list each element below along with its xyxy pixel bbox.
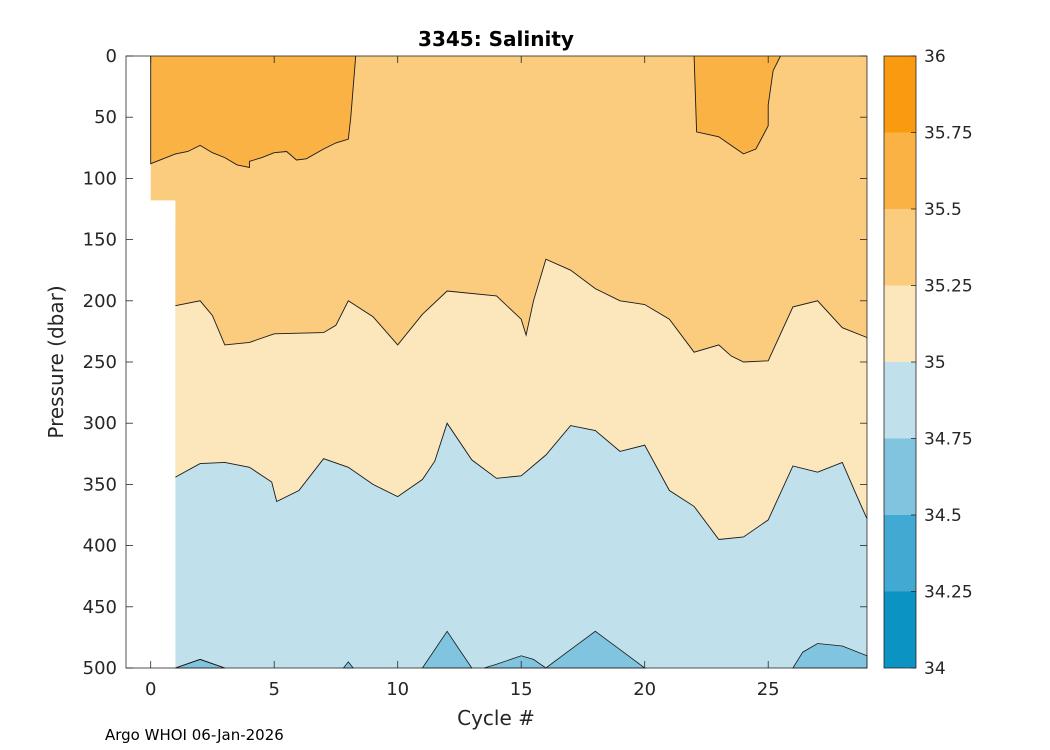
colorbar-tick-label: 34 (924, 659, 946, 679)
y-tick-label: 450 (83, 597, 117, 618)
colorbar-tick-label: 36 (924, 47, 946, 67)
contour-lines (150, 55, 868, 669)
contour-35-0-line (175, 422, 868, 540)
x-tick-label: 20 (633, 679, 656, 700)
x-axis: 0 5 10 15 20 25 (145, 56, 780, 700)
y-tick-label: 500 (83, 658, 117, 679)
y-axis-label: Pressure (dbar) (44, 285, 68, 438)
y-tick-label: 350 (83, 474, 117, 495)
x-tick-label: 5 (268, 679, 279, 700)
colorbar-segment (884, 515, 916, 592)
y-axis: 0 50 100 150 200 250 300 350 400 450 500 (83, 46, 867, 679)
y-tick-label: 400 (83, 536, 117, 557)
x-tick-label: 0 (145, 679, 156, 700)
x-tick-label: 10 (386, 679, 409, 700)
band-35-5-35-75-patch-1 (150, 56, 356, 168)
colorbar-tick-label: 34.5 (924, 506, 962, 526)
colorbar-tick-label: 35.75 (924, 124, 973, 144)
contour-bands (150, 56, 868, 669)
colorbar-tick-label: 34.25 (924, 583, 973, 603)
y-tick-label: 0 (106, 46, 117, 67)
colorbar-segment (884, 438, 916, 515)
y-tick-label: 150 (83, 230, 117, 251)
colorbar-segment (884, 591, 916, 668)
x-axis-label: Cycle # (457, 706, 535, 730)
band-35-35-25 (175, 259, 867, 540)
colorbar-tick-label: 35 (924, 353, 946, 373)
band-35-5-35-75-patch-2 (694, 56, 781, 154)
contour-35-25-line (175, 258, 868, 363)
colorbar-segment (884, 132, 916, 209)
colorbar: 34 34.25 34.5 34.75 35 35.25 35.5 35.75 36 (883, 47, 973, 679)
colorbar-segment (884, 362, 916, 439)
colorbar-segment (884, 285, 916, 362)
contour-35-5-right-line (693, 55, 781, 155)
colorbar-tick-label: 34.75 (924, 430, 973, 450)
contour-34-75-line (175, 658, 225, 669)
y-tick-label: 50 (94, 107, 117, 128)
contour-35-5-left-line (150, 55, 357, 168)
y-tick-label: 300 (83, 413, 117, 434)
y-tick-label: 250 (83, 352, 117, 373)
colorbar-tick-label: 35.25 (924, 277, 973, 297)
y-tick-label: 100 (83, 168, 117, 189)
x-tick-label: 15 (510, 679, 533, 700)
x-tick-label: 25 (757, 679, 780, 700)
chart-title: 3345: Salinity (418, 27, 574, 51)
colorbar-tick-label: 35.5 (924, 200, 962, 220)
footer-credit: Argo WHOI 06-Jan-2026 (105, 726, 284, 744)
colorbar-segment (884, 56, 916, 133)
plot-area (125, 55, 868, 669)
colorbar-segment (884, 209, 916, 286)
y-tick-label: 200 (83, 291, 117, 312)
